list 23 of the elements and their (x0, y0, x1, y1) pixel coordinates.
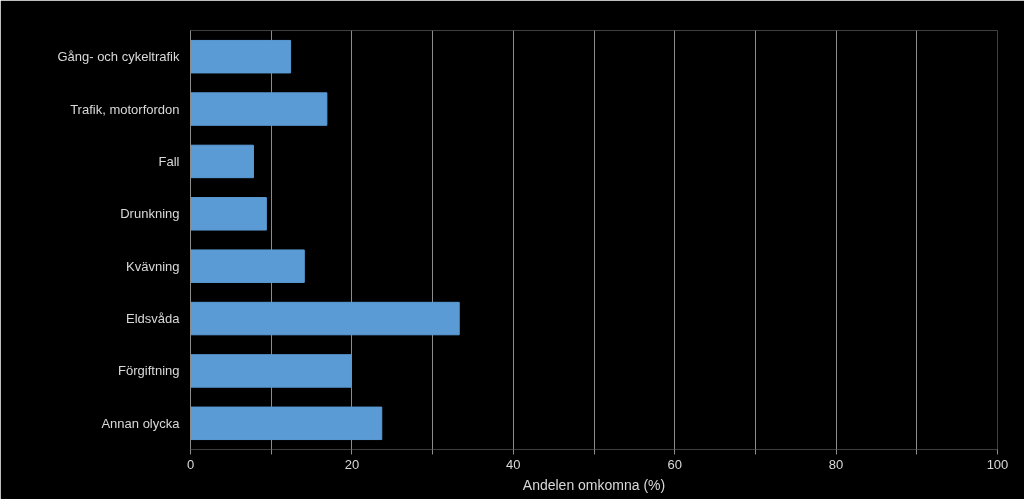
bar (190, 92, 328, 126)
x-axis-title: Andelen omkomna (%) (522, 476, 666, 493)
x-tick-label: 0 (186, 456, 195, 472)
x-tick-label: 60 (667, 456, 682, 472)
bar (190, 301, 460, 336)
x-tick-label: 100 (986, 456, 1009, 472)
x-tick-label: 40 (506, 456, 521, 472)
y-tick-label: Annan olycka (101, 415, 181, 431)
y-tick-label: Förgiftning (118, 363, 180, 379)
x-tick-label: 80 (828, 456, 844, 472)
y-tick-label: Fall (158, 153, 180, 169)
y-tick-label: Eldsvåda (126, 311, 181, 327)
y-tick-label: Kvävning (126, 258, 180, 274)
bar (190, 406, 383, 441)
bar (190, 39, 292, 74)
bar (190, 144, 254, 179)
y-tick-label: Gång- och cykeltrafik (57, 49, 180, 65)
bar (190, 354, 352, 388)
y-tick-label: Trafik, motorfordon (70, 101, 180, 117)
bar (190, 197, 267, 231)
x-tick-label: 20 (344, 456, 360, 472)
y-tick-label: Drunkning (120, 206, 180, 222)
bar (190, 249, 305, 283)
